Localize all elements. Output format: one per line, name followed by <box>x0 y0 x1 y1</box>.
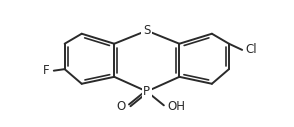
Text: Cl: Cl <box>245 43 257 56</box>
Text: P: P <box>143 85 150 98</box>
Text: S: S <box>143 24 151 37</box>
Text: OH: OH <box>168 100 186 113</box>
Text: O: O <box>117 100 126 113</box>
Text: F: F <box>43 64 49 77</box>
